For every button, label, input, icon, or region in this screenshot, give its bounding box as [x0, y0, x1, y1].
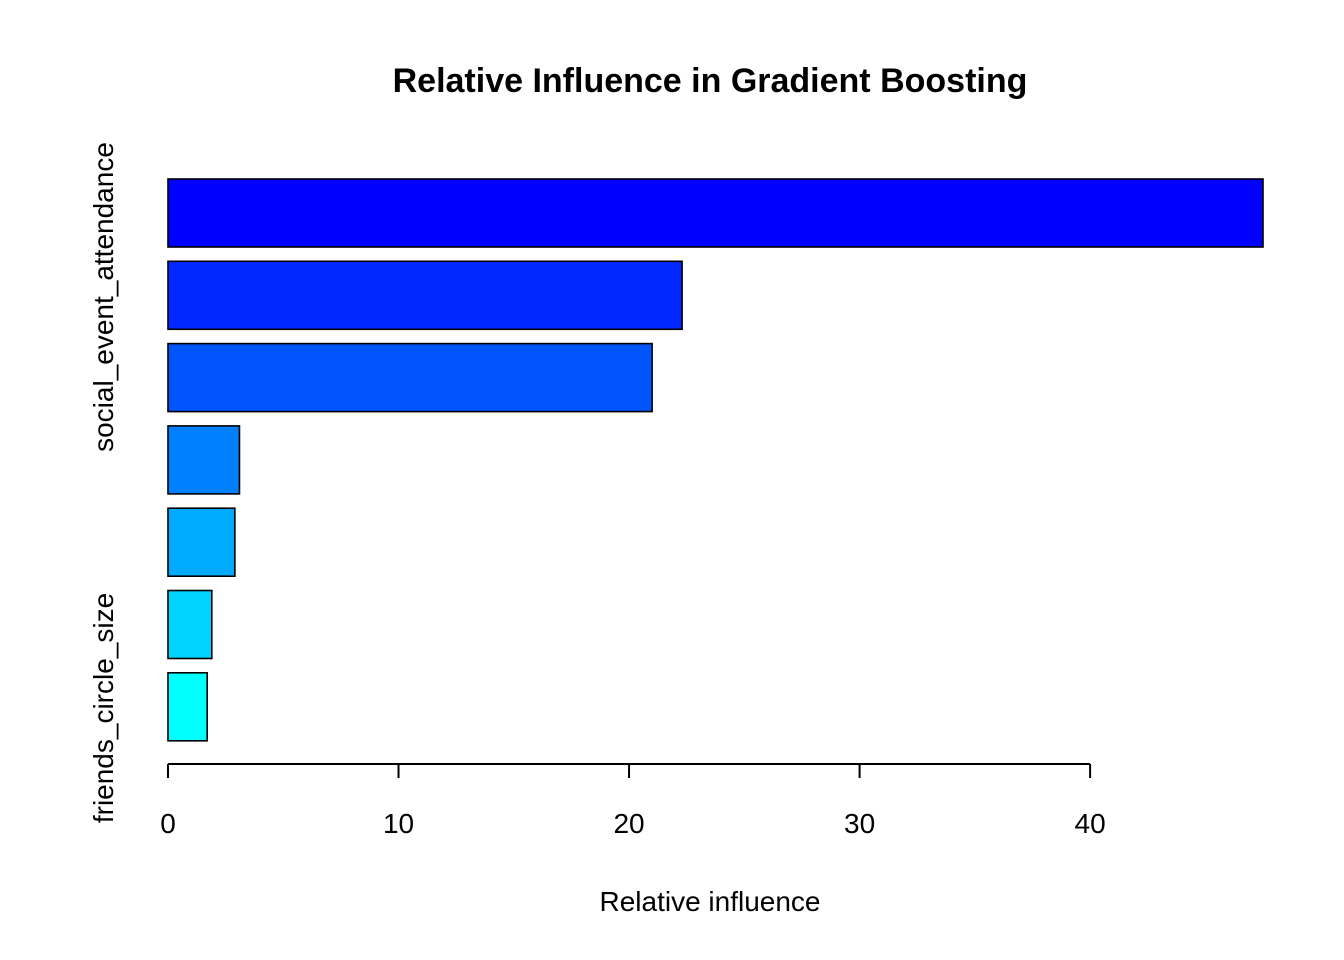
x-tick-label: 0 — [160, 808, 176, 839]
bar-3 — [167, 342, 653, 413]
bars-group — [167, 178, 1264, 742]
x-axis-label: Relative influence — [599, 886, 820, 917]
y-axis-labels: social_event_attendance friends_circle_si… — [88, 142, 119, 823]
x-axis: 0 10 20 30 40 — [160, 763, 1106, 839]
chart-title: Relative Influence in Gradient Boosting — [393, 62, 1028, 100]
y-tick-label: friends_circle_size — [88, 593, 119, 823]
bar-4 — [167, 425, 241, 495]
bar-7 — [167, 671, 208, 742]
x-tick-label: 40 — [1075, 808, 1106, 839]
x-tick-label: 30 — [844, 808, 875, 839]
bar-5 — [167, 507, 236, 578]
y-tick-label: social_event_attendance — [88, 142, 119, 452]
bar-6 — [167, 589, 213, 660]
bar-2 — [167, 260, 683, 331]
bar-1 — [167, 178, 1264, 248]
x-tick-label: 10 — [383, 808, 414, 839]
x-tick-label: 20 — [613, 808, 644, 839]
